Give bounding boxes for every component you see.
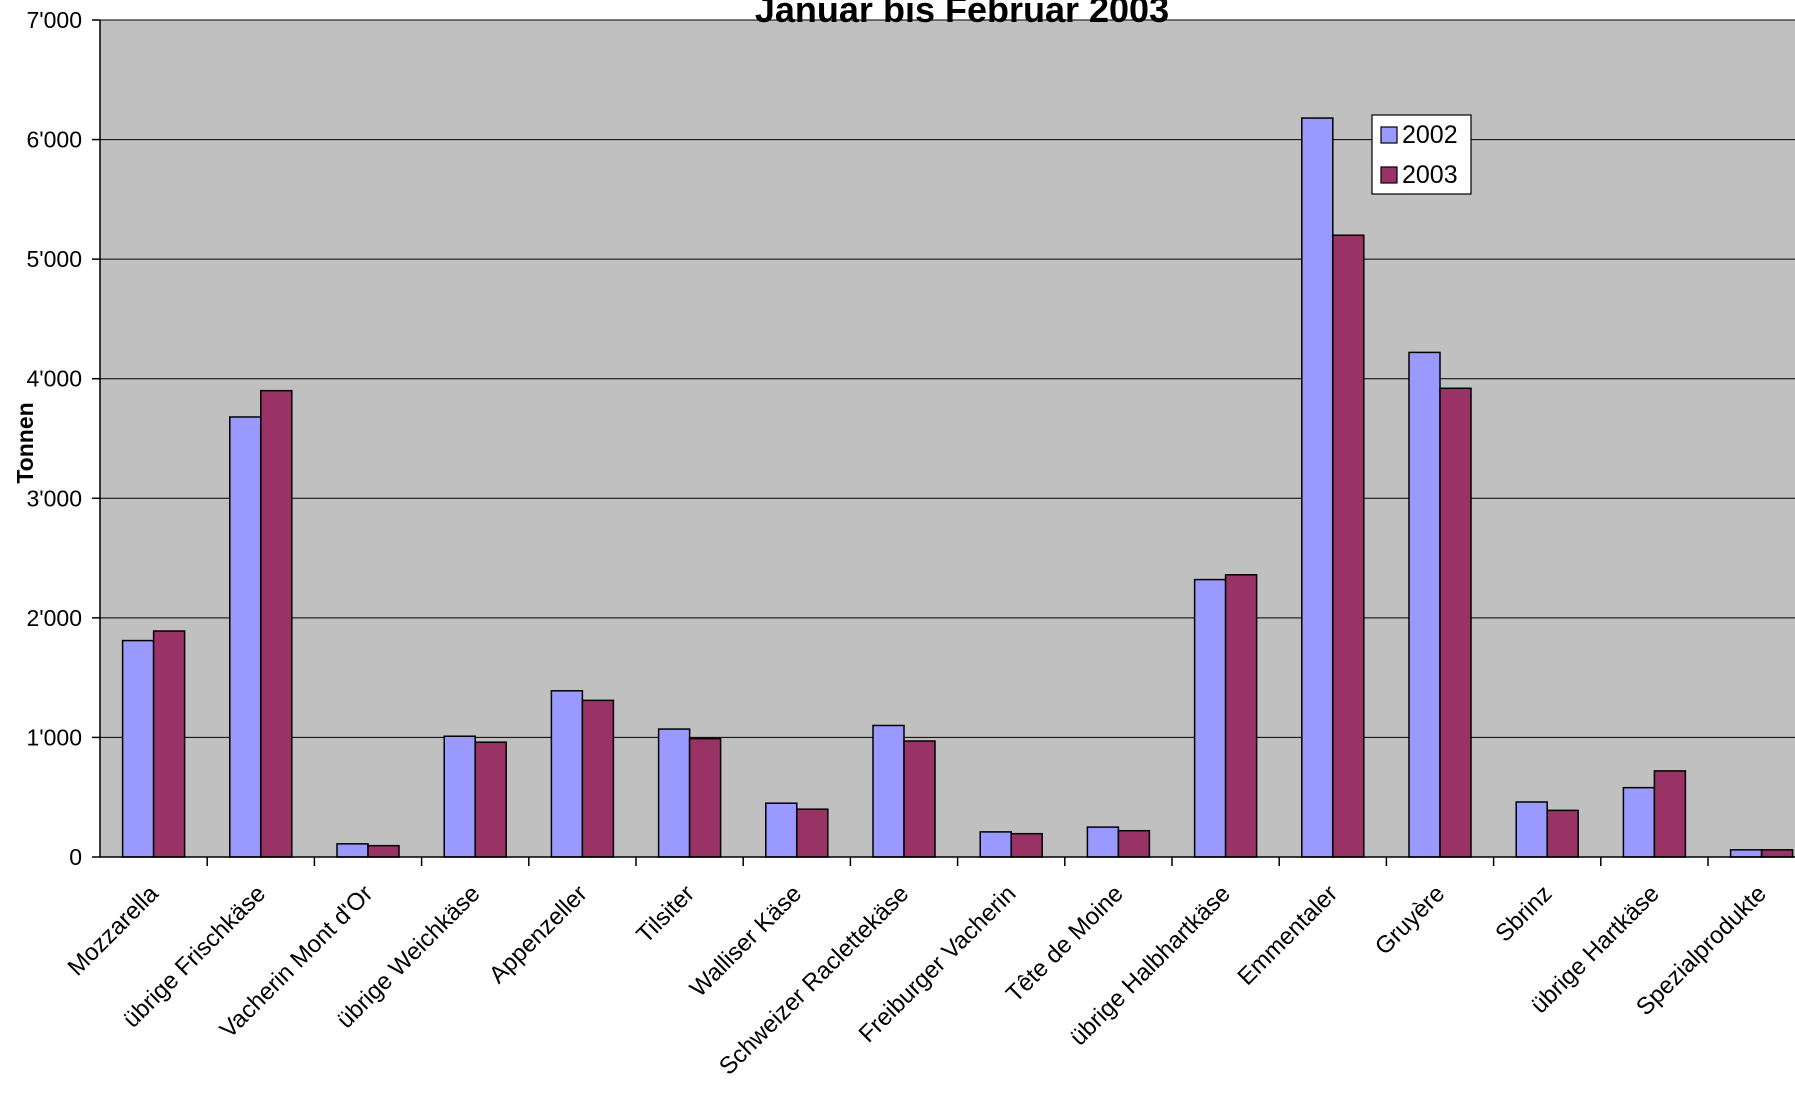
legend-label-2003: 2003 (1402, 161, 1458, 189)
bar-2003 (1439, 387, 1472, 858)
y-tick-label: 0 (69, 844, 82, 870)
bar-2002 (1622, 786, 1656, 858)
bar-2003 (367, 844, 400, 858)
x-tick-label: Mozzarella (63, 880, 165, 982)
bar-2002 (1193, 578, 1227, 858)
bar-2003 (1653, 770, 1687, 858)
bar-2003 (1546, 809, 1579, 858)
bar-2003 (474, 741, 507, 858)
bar-2003 (1332, 234, 1365, 858)
bar-2002 (765, 802, 798, 858)
bars (121, 117, 1794, 858)
bar-2002 (1729, 849, 1763, 858)
y-tick-label: 3'000 (26, 485, 82, 511)
bar-2002 (443, 735, 476, 858)
bar-2002 (1086, 826, 1120, 858)
legend-label-2002: 2002 (1402, 121, 1458, 149)
plot-area (100, 20, 1795, 857)
y-tick-label: 4'000 (26, 366, 82, 392)
x-tick-label: Schweizer Raclettekäse (714, 880, 914, 1080)
y-tick-label: 2'000 (26, 605, 82, 631)
legend: 2002 2003 (1371, 114, 1472, 195)
x-tick-label: Walliser Käse (685, 880, 807, 1002)
bar-2003 (903, 740, 936, 858)
bar-2002 (1301, 117, 1334, 858)
y-tick-label: 6'000 (26, 127, 82, 153)
bar-2003 (581, 699, 615, 858)
y-tick-label: 1'000 (26, 724, 82, 750)
y-tick-label: 5'000 (26, 246, 82, 272)
bar-2003 (688, 737, 722, 858)
y-axis-label: Tonnen (12, 402, 38, 483)
bar-2002 (979, 831, 1012, 858)
legend-swatch-2002 (1380, 126, 1398, 144)
bar-2002 (121, 639, 155, 858)
bar-2003 (1224, 574, 1258, 858)
x-tick-label: Appenzeller (484, 880, 593, 989)
x-tick-label: Gruyère (1370, 880, 1450, 960)
bar-2003 (1010, 832, 1043, 858)
bar-2003 (152, 630, 186, 858)
bar-2003 (260, 389, 293, 858)
x-tick-label: Emmentaler (1232, 880, 1343, 991)
bar-2002 (229, 416, 262, 858)
x-tick-label: Tilsiter (631, 880, 699, 948)
x-tick-label: Sbrinz (1490, 880, 1557, 947)
grid-lines (100, 19, 1795, 738)
bar-2003 (796, 808, 829, 858)
bar-2002 (657, 728, 691, 858)
bar-2002 (550, 690, 584, 858)
bar-2002 (1515, 801, 1548, 858)
y-tick-label: 7'000 (26, 7, 82, 33)
bar-2003 (1760, 849, 1794, 858)
bar-2002 (1408, 351, 1441, 858)
legend-swatch-2003 (1380, 166, 1398, 184)
bar-2002 (336, 843, 369, 858)
bar-2002 (872, 724, 905, 858)
bar-2003 (1117, 829, 1151, 858)
chart-title: Januar bis Februar 2003 (755, 0, 1169, 30)
